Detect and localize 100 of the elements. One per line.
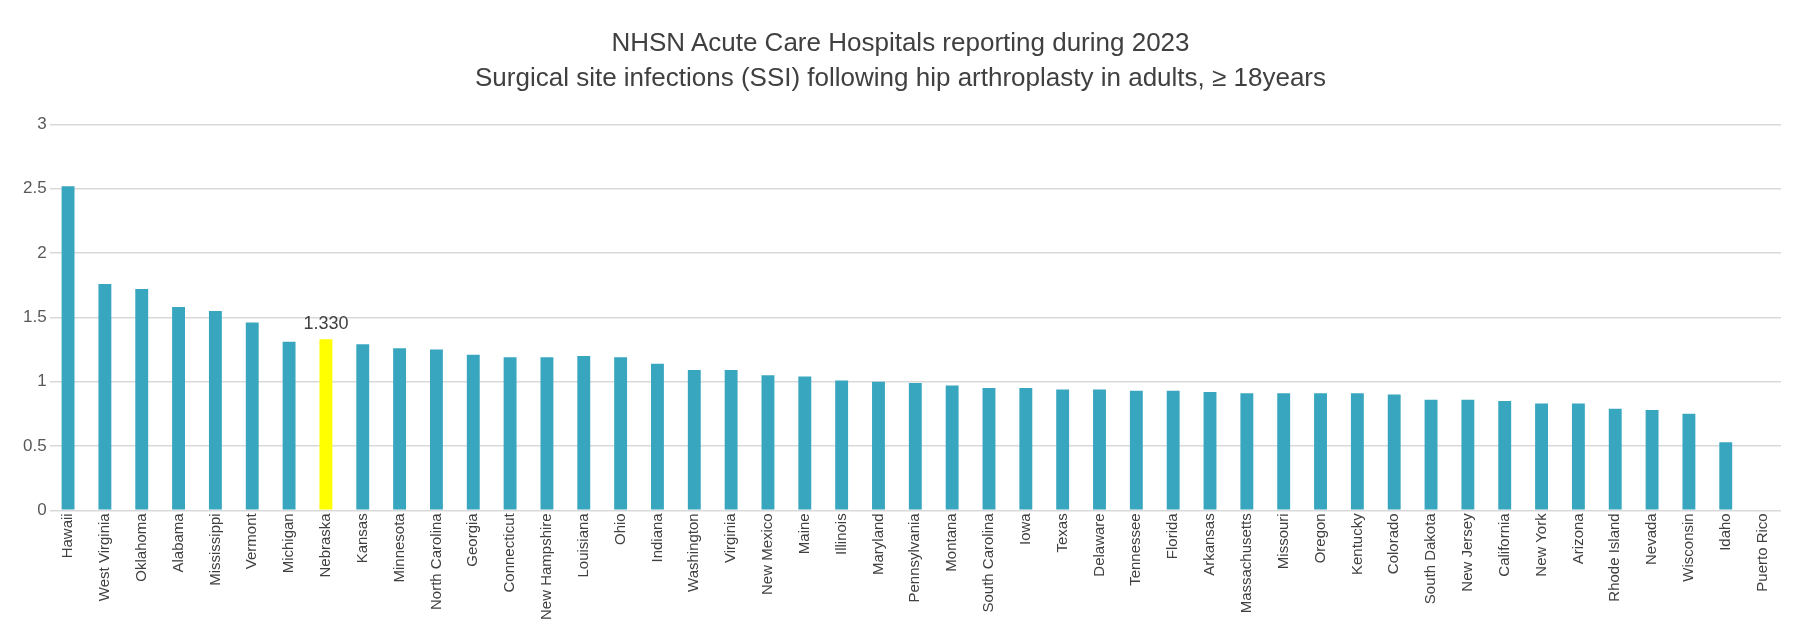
x-tick-label: Missouri	[1273, 513, 1291, 570]
x-tick-label: Ohio	[610, 513, 628, 545]
x-tick-label: Florida	[1163, 512, 1181, 560]
x-tick-label: Massachusetts	[1237, 513, 1254, 614]
chart-title: NHSN Acute Care Hospitals reporting during 2023	[611, 26, 1190, 57]
x-tick-label: New Mexico	[758, 513, 776, 595]
bar	[319, 339, 333, 510]
x-tick-label: Nevada	[1642, 512, 1660, 565]
x-tick-label: Louisiana	[573, 512, 591, 578]
bar	[1571, 403, 1585, 510]
x-tick-label: South Carolina	[979, 512, 997, 613]
bar	[1093, 389, 1106, 510]
bar	[1240, 393, 1254, 510]
x-tick-label: Maine	[794, 513, 812, 555]
bar	[1277, 393, 1291, 510]
x-tick-label: Tennessee	[1126, 513, 1144, 586]
bar	[1461, 399, 1475, 510]
x-tick-label: Nebraska	[316, 512, 334, 578]
bar	[1682, 413, 1696, 510]
x-tick-label: Oklahoma	[131, 512, 149, 582]
x-tick-label: Kentucky	[1347, 512, 1365, 575]
bar	[835, 380, 849, 510]
x-tick-label: Michigan	[279, 513, 297, 574]
data-label: 1.330	[303, 313, 349, 334]
x-tick-label: Colorado	[1384, 513, 1402, 575]
x-tick-label: California	[1494, 512, 1512, 577]
bar	[1056, 389, 1070, 510]
bar	[651, 363, 664, 510]
x-tick-label: Iowa	[1015, 512, 1033, 545]
x-tick-label: Puerto Rico	[1752, 513, 1770, 592]
x-tick-label: Georgia	[463, 512, 481, 567]
y-tick-label: 1.5	[22, 307, 47, 327]
bar	[1129, 390, 1143, 510]
x-tick-label: Delaware	[1089, 513, 1107, 577]
x-tick-label: Connecticut	[500, 512, 518, 593]
bar	[503, 357, 517, 510]
x-tick-label: Montana	[942, 512, 960, 572]
bar	[687, 370, 701, 510]
bar	[1498, 400, 1512, 510]
bar	[393, 348, 407, 510]
bar	[1424, 399, 1438, 510]
x-tick-label: Idaho	[1715, 513, 1733, 551]
bar	[1387, 394, 1401, 510]
bar	[1166, 390, 1180, 510]
bar	[466, 354, 480, 510]
y-tick-label: 2.5	[22, 178, 47, 198]
bar	[1314, 393, 1327, 510]
bar	[1203, 391, 1217, 510]
x-tick-label: Indiana	[647, 512, 665, 563]
bar	[577, 355, 591, 510]
x-tick-label: Oregon	[1310, 513, 1328, 564]
bar	[172, 307, 186, 510]
x-tick-label: Washington	[684, 513, 702, 592]
bar	[135, 289, 149, 510]
y-tick-label: 0.5	[22, 435, 47, 455]
x-tick-label: Mississippi	[205, 513, 223, 586]
x-tick-label: Hawaii	[58, 513, 76, 559]
x-tick-label: New York	[1531, 512, 1549, 577]
x-tick-label: Vermont	[242, 512, 260, 570]
x-tick-label: Pennsylvania	[905, 512, 923, 603]
bar	[98, 283, 112, 510]
bar	[61, 186, 75, 510]
bar	[1719, 442, 1733, 510]
x-tick-label: Alabama	[168, 512, 186, 573]
bar	[1019, 388, 1033, 510]
x-tick-label: New Hampshire	[537, 513, 555, 620]
chart-subtitle: Surgical site infections (SSI) following hip arthroplasty in adults, ≥ 18years	[474, 61, 1327, 92]
y-tick-label: 0	[37, 499, 47, 519]
y-tick-label: 3	[37, 114, 47, 134]
x-tick-label: Illinois	[831, 513, 849, 555]
bar	[724, 370, 738, 510]
bar	[1608, 408, 1622, 510]
x-tick-label: West Virginia	[95, 512, 113, 602]
bar	[282, 341, 296, 510]
x-tick-label: Arizona	[1568, 512, 1586, 565]
y-tick-label: 1	[37, 371, 47, 391]
x-tick-label: Kansas	[352, 513, 370, 564]
x-tick-label: Wisconsin	[1679, 513, 1697, 582]
bar	[208, 310, 222, 510]
x-tick-label: Maryland	[868, 513, 886, 575]
bar	[872, 381, 885, 510]
x-tick-label: Minnesota	[389, 512, 407, 583]
bar	[982, 388, 996, 510]
bar	[1535, 403, 1548, 510]
bar	[798, 376, 812, 510]
x-tick-label: Virginia	[721, 512, 739, 564]
bar	[429, 349, 443, 510]
x-tick-label: North Carolina	[426, 512, 444, 611]
x-tick-label: Texas	[1052, 513, 1070, 553]
y-tick-label: 2	[37, 242, 47, 262]
bar	[945, 385, 959, 510]
x-tick-label: South Dakota	[1421, 512, 1439, 605]
bar	[908, 382, 922, 510]
bar	[1350, 393, 1364, 510]
x-tick-label: Arkansas	[1200, 513, 1218, 576]
bar	[1645, 409, 1659, 510]
bar	[614, 357, 628, 510]
bar	[540, 357, 554, 510]
x-tick-label: New Jersey	[1458, 512, 1476, 592]
bar	[356, 344, 370, 510]
